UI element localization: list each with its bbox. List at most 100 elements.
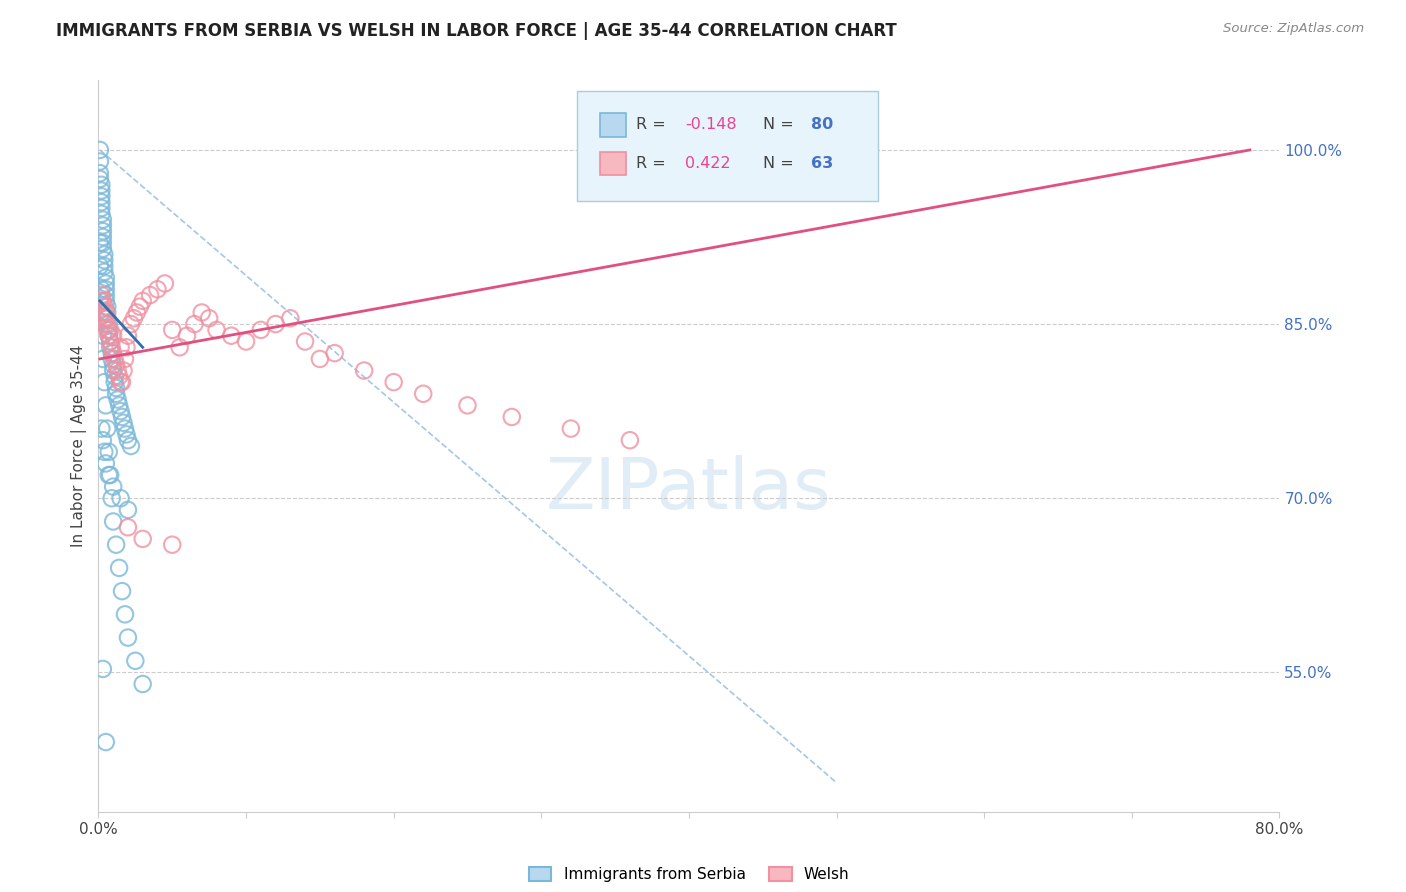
Point: [456, 398, 478, 412]
Point: [120, 317, 142, 331]
Point: [90, 189, 112, 203]
Point: [93, 311, 115, 326]
Point: [89, 172, 111, 186]
Point: [89, 154, 111, 169]
Point: [103, 363, 125, 377]
Point: [162, 538, 183, 552]
Point: [96, 421, 118, 435]
Point: [89, 293, 111, 308]
Point: [91, 328, 114, 343]
Point: [90, 421, 112, 435]
Point: [110, 340, 132, 354]
Point: [139, 288, 162, 302]
Point: [105, 386, 128, 401]
Point: [382, 375, 405, 389]
Point: [93, 300, 115, 314]
Text: R =: R =: [636, 156, 671, 171]
Point: [105, 358, 128, 372]
Point: [132, 293, 155, 308]
Point: [98, 340, 121, 354]
Point: [110, 404, 132, 418]
Bar: [600, 152, 626, 176]
Text: 0.422: 0.422: [685, 156, 731, 171]
Point: [176, 328, 198, 343]
Point: [90, 305, 112, 319]
Y-axis label: In Labor Force | Age 35-44: In Labor Force | Age 35-44: [72, 345, 87, 547]
Point: [110, 375, 132, 389]
Point: [91, 662, 114, 676]
Point: [100, 340, 122, 354]
Point: [132, 532, 155, 546]
Point: [93, 375, 115, 389]
Point: [117, 328, 139, 343]
Point: [103, 328, 125, 343]
Point: [90, 288, 112, 302]
Point: [91, 235, 114, 250]
Point: [105, 381, 128, 395]
Point: [91, 433, 114, 447]
Point: [96, 311, 118, 326]
Point: [619, 433, 641, 447]
Point: [111, 409, 134, 424]
Point: [108, 398, 131, 412]
Point: [128, 300, 150, 314]
Point: [97, 317, 120, 331]
Point: [235, 334, 257, 349]
Point: [91, 305, 114, 319]
Point: [107, 363, 129, 377]
Point: [91, 212, 114, 227]
Point: [91, 230, 114, 244]
Point: [94, 305, 117, 319]
Point: [103, 515, 125, 529]
Point: [94, 293, 117, 308]
Point: [93, 445, 115, 459]
Point: [104, 375, 127, 389]
Point: [117, 503, 139, 517]
Point: [89, 259, 111, 273]
Text: IMMIGRANTS FROM SERBIA VS WELSH IN LABOR FORCE | AGE 35-44 CORRELATION CHART: IMMIGRANTS FROM SERBIA VS WELSH IN LABOR…: [56, 22, 897, 40]
Point: [560, 421, 582, 435]
Point: [353, 363, 375, 377]
Point: [751, 143, 773, 157]
Point: [103, 346, 125, 360]
Text: N =: N =: [763, 156, 799, 171]
Point: [94, 288, 117, 302]
Point: [162, 323, 183, 337]
Point: [103, 358, 125, 372]
Point: [250, 323, 273, 337]
Point: [125, 305, 148, 319]
Point: [114, 351, 136, 366]
Legend: Immigrants from Serbia, Welsh: Immigrants from Serbia, Welsh: [523, 861, 855, 888]
Point: [97, 328, 120, 343]
Point: [91, 219, 114, 233]
Point: [100, 346, 122, 360]
FancyBboxPatch shape: [576, 91, 877, 201]
Point: [103, 480, 125, 494]
Point: [100, 351, 122, 366]
Point: [96, 323, 118, 337]
Point: [90, 178, 112, 192]
Point: [309, 351, 332, 366]
Point: [100, 491, 122, 506]
Point: [98, 323, 121, 337]
Point: [93, 259, 115, 273]
Point: [122, 311, 145, 326]
Point: [91, 224, 114, 238]
Point: [114, 421, 136, 435]
Point: [98, 334, 121, 349]
Point: [120, 439, 142, 453]
Point: [114, 607, 136, 622]
Point: [90, 184, 112, 198]
Point: [146, 282, 169, 296]
Text: ZIPatlas: ZIPatlas: [546, 456, 832, 524]
Point: [117, 631, 139, 645]
Point: [93, 253, 115, 268]
Point: [112, 416, 135, 430]
Point: [191, 305, 214, 319]
Point: [108, 561, 131, 575]
Point: [169, 340, 191, 354]
Point: [98, 468, 121, 483]
Bar: [600, 113, 626, 136]
Point: [183, 317, 205, 331]
Point: [198, 311, 221, 326]
